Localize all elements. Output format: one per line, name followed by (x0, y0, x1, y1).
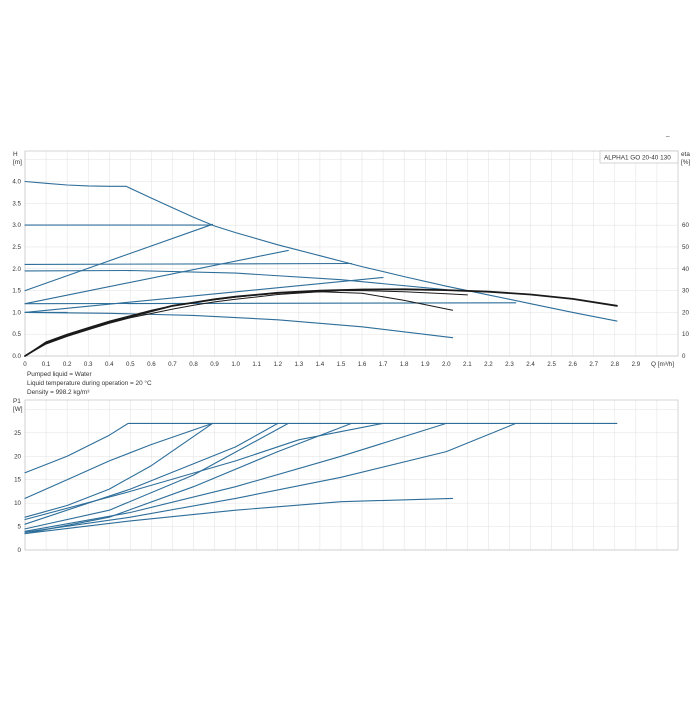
flow-tick-label: 1.1 (252, 361, 261, 368)
power-chart-grid (24, 400, 678, 551)
power-tick-label: 25 (14, 430, 21, 437)
efficiency-curve-3 (24, 290, 468, 357)
eta-tick-label: 20 (682, 309, 689, 316)
flow-axis-label: Q [m³/h] (651, 361, 674, 368)
note-liquid-temperature: Liquid temperature during operation = 20… (27, 379, 152, 387)
flow-tick-label: 1.7 (379, 361, 388, 368)
head-axis-label: H (13, 151, 18, 158)
power-curve-6 (24, 422, 447, 532)
flow-tick-label: 0.7 (168, 361, 177, 368)
eta-tick-label: 10 (682, 331, 689, 338)
head-curve-3 (24, 223, 214, 292)
flow-tick-label: 1.2 (273, 361, 282, 368)
flow-tick-label: 1.3 (295, 361, 304, 368)
power-tick-label: 0 (18, 547, 22, 554)
power-tick-label: 5 (18, 524, 22, 531)
head-tick-label: 0.0 (12, 353, 21, 360)
flow-tick-label: 1.5 (337, 361, 346, 368)
flow-tick-label: 0.6 (147, 361, 156, 368)
eta-tick-label: 0 (682, 353, 686, 360)
eta-tick-label: 50 (682, 244, 689, 251)
flow-tick-label: 2.1 (463, 361, 472, 368)
power-curve-1 (24, 422, 618, 474)
flow-tick-label: 0.3 (84, 361, 93, 368)
flow-tick-label: 0 (23, 361, 27, 368)
head-tick-label: 2.5 (12, 244, 21, 251)
head-curve-1 (24, 180, 618, 322)
head-tick-label: 1.5 (12, 288, 21, 295)
eta-tick-label: 30 (682, 288, 689, 295)
flow-tick-label: 2.5 (547, 361, 556, 368)
top-mark: – (666, 133, 670, 140)
eta-axis-ticks: 0 10 20 30 40 50 60 (682, 222, 689, 360)
head-tick-label: 4.0 (12, 179, 21, 186)
power-curve-2 (24, 422, 214, 499)
efficiency-curves (24, 288, 618, 357)
flow-tick-label: 0.8 (189, 361, 198, 368)
flow-tick-label: 2.8 (611, 361, 620, 368)
flow-tick-label: 0.5 (126, 361, 135, 368)
head-tick-label: 3.5 (12, 200, 21, 207)
head-axis-unit: [m] (13, 159, 22, 166)
power-axis-label: P1 (13, 398, 21, 405)
flow-tick-label: 2.4 (526, 361, 535, 368)
head-chart-grid (24, 151, 678, 357)
flow-tick-label: 0.2 (63, 361, 72, 368)
power-curves (24, 422, 618, 535)
flow-tick-label: 1.8 (400, 361, 409, 368)
head-tick-label: 3.0 (12, 222, 21, 229)
power-chart-frame (24, 399, 679, 551)
power-curve-4 (24, 422, 289, 530)
note-density: Density = 998.2 kg/m³ (27, 389, 89, 396)
power-tick-label: 15 (14, 477, 21, 484)
head-curve-4 (24, 249, 289, 305)
power-curve-8 (24, 422, 517, 533)
model-label: ALPHA1 GO 20-40 130 (604, 155, 671, 162)
head-axis-ticks: 0.0 0.5 1.0 1.5 2.0 2.5 3.0 3.5 4.0 (12, 179, 21, 360)
flow-tick-label: 2.7 (589, 361, 598, 368)
power-axis-ticks: 0 5 10 15 20 25 (14, 430, 21, 554)
model-label-box (599, 150, 679, 164)
eta-tick-label: 60 (682, 222, 689, 229)
head-curve-8 (24, 302, 517, 305)
flow-tick-label: 2.3 (505, 361, 514, 368)
efficiency-curve-1 (24, 288, 618, 357)
flow-tick-label: 0.1 (42, 361, 51, 368)
flow-tick-label: 0.4 (105, 361, 114, 368)
power-curve-5 (24, 422, 353, 535)
flow-tick-label: 2.9 (632, 361, 641, 368)
power-tick-label: 20 (14, 453, 21, 460)
head-tick-label: 2.0 (12, 266, 21, 273)
flow-tick-label: 2.0 (442, 361, 451, 368)
head-curve-6 (24, 269, 447, 291)
power-curve-9 (24, 422, 279, 525)
power-tick-label: 10 (14, 500, 21, 507)
flow-tick-label: 1.6 (358, 361, 367, 368)
eta-axis-unit: [%] (681, 159, 690, 166)
eta-tick-label: 40 (682, 266, 689, 273)
head-chart-frame (24, 150, 679, 357)
flow-tick-label: 1.4 (316, 361, 325, 368)
head-curve-5 (24, 262, 353, 265)
head-tick-label: 0.5 (12, 331, 21, 338)
head-curve-7 (24, 276, 384, 313)
power-curve-3 (24, 422, 214, 518)
flow-tick-label: 1.9 (421, 361, 430, 368)
eta-axis-label: eta (681, 151, 690, 158)
flow-axis-ticks: 0 0.1 0.2 0.3 0.4 0.5 0.6 0.7 0.8 0.9 1.0 1.1 1.2 1.3… (23, 361, 640, 368)
power-axis-unit: [W] (13, 406, 23, 413)
flow-tick-label: 1.0 (231, 361, 240, 368)
flow-tick-label: 2.2 (484, 361, 493, 368)
flow-tick-label: 2.6 (568, 361, 577, 368)
head-curves (24, 180, 618, 339)
head-tick-label: 1.0 (12, 309, 21, 316)
power-curve-10 (24, 497, 454, 535)
efficiency-curve-2 (24, 291, 454, 357)
power-curve-7 (24, 422, 384, 521)
head-curve-10 (24, 311, 454, 339)
note-pumped-liquid: Pumped liquid = Water (27, 371, 92, 378)
flow-tick-label: 0.9 (210, 361, 219, 368)
